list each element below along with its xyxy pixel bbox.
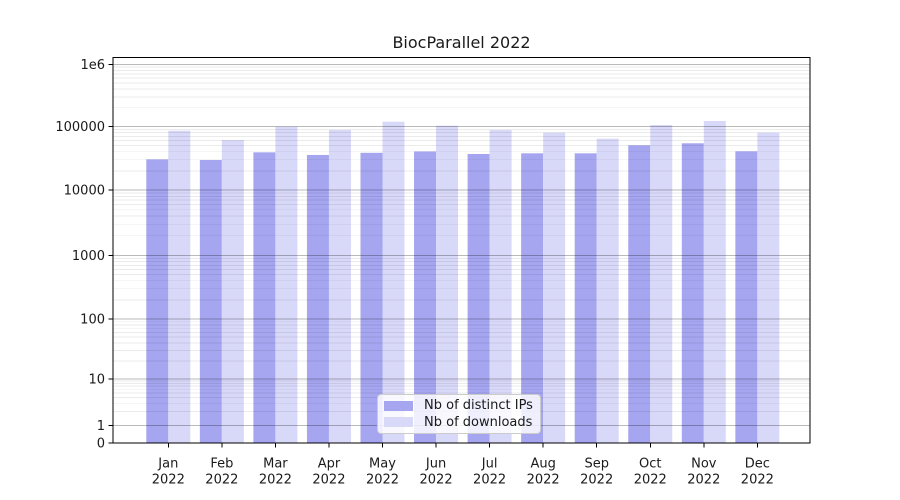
x-tick-label-year: 2022 [366, 473, 399, 488]
x-tick-label-month: Jul [481, 457, 498, 472]
bar-distinct-ips-nov [681, 143, 704, 443]
bar-distinct-ips-jun [414, 151, 437, 443]
y-tick-label: 0 [97, 437, 105, 452]
y-tick-label: 100000 [55, 120, 105, 135]
x-tick-label-month: Mar [263, 457, 288, 472]
x-tick-label-year: 2022 [312, 473, 345, 488]
x-tick-label-year: 2022 [687, 473, 720, 488]
y-tick-label: 1000 [72, 249, 105, 264]
bar-downloads-aug [543, 132, 566, 443]
legend-swatch-distinct-ips-icon [384, 400, 413, 411]
legend-item-downloads: Nb of downloads [384, 415, 534, 430]
bar-downloads-sep [596, 138, 619, 444]
bar-downloads-nov [703, 120, 726, 443]
legend-label-downloads: Nb of downloads [424, 414, 533, 430]
x-tick-label-month: Jun [425, 457, 446, 472]
bar-distinct-ips-oct [628, 145, 651, 443]
x-tick-label-year: 2022 [634, 473, 667, 488]
bar-distinct-ips-dec [735, 151, 758, 443]
bar-downloads-jul [489, 129, 512, 444]
bar-downloads-apr [328, 129, 351, 444]
axes-spines [112, 56, 811, 444]
x-tick-label-month: Oct [639, 457, 661, 472]
x-tick-label-month: Dec [745, 457, 770, 472]
x-tick-label-year: 2022 [741, 473, 774, 488]
bar-distinct-ips-jul [467, 153, 490, 443]
x-tick-label-year: 2022 [527, 473, 560, 488]
x-tick-label-month: Jan [157, 457, 178, 472]
y-tick-label: 10 [88, 373, 105, 388]
x-tick-label-month: Aug [530, 457, 555, 472]
x-tick-label-year: 2022 [152, 473, 185, 488]
x-tick-label-month: May [369, 457, 396, 472]
x-tick-label-month: Nov [691, 457, 717, 472]
bar-distinct-ips-feb [199, 159, 222, 443]
x-tick-label-year: 2022 [205, 473, 238, 488]
bar-downloads-dec [757, 132, 780, 443]
x-tick-label-month: Apr [318, 457, 341, 472]
bar-distinct-ips-mar [253, 152, 276, 443]
bar-distinct-ips-aug [521, 153, 544, 443]
bar-downloads-feb [221, 139, 244, 443]
y-tick-label: 1 [97, 419, 105, 434]
y-tick-label: 100 [80, 313, 105, 328]
x-tick-label-year: 2022 [580, 473, 613, 488]
x-tick-label-year: 2022 [259, 473, 292, 488]
bar-distinct-ips-sep [574, 153, 597, 443]
x-tick-label-year: 2022 [473, 473, 506, 488]
chart-title: BiocParallel 2022 [392, 33, 531, 52]
bar-distinct-ips-apr [306, 154, 329, 444]
bar-downloads-jun [436, 125, 459, 443]
legend: Nb of distinct IPs Nb of downloads [377, 394, 541, 434]
bar-downloads-oct [650, 125, 673, 443]
legend-label-distinct-ips: Nb of distinct IPs [424, 398, 533, 414]
legend-item-distinct-ips: Nb of distinct IPs [384, 398, 534, 413]
x-tick-label-month: Feb [210, 457, 233, 472]
bar-downloads-mar [275, 126, 298, 443]
x-tick-label-year: 2022 [420, 473, 453, 488]
y-tick-label: 10000 [64, 184, 105, 199]
bar-distinct-ips-may [360, 152, 383, 443]
bar-downloads-may [382, 121, 405, 443]
x-tick-label-month: Sep [584, 457, 609, 472]
legend-swatch-downloads-icon [384, 417, 413, 428]
y-tick-label: 1e6 [80, 58, 105, 73]
bar-distinct-ips-jan [146, 159, 169, 443]
bar-downloads-jan [168, 130, 191, 443]
